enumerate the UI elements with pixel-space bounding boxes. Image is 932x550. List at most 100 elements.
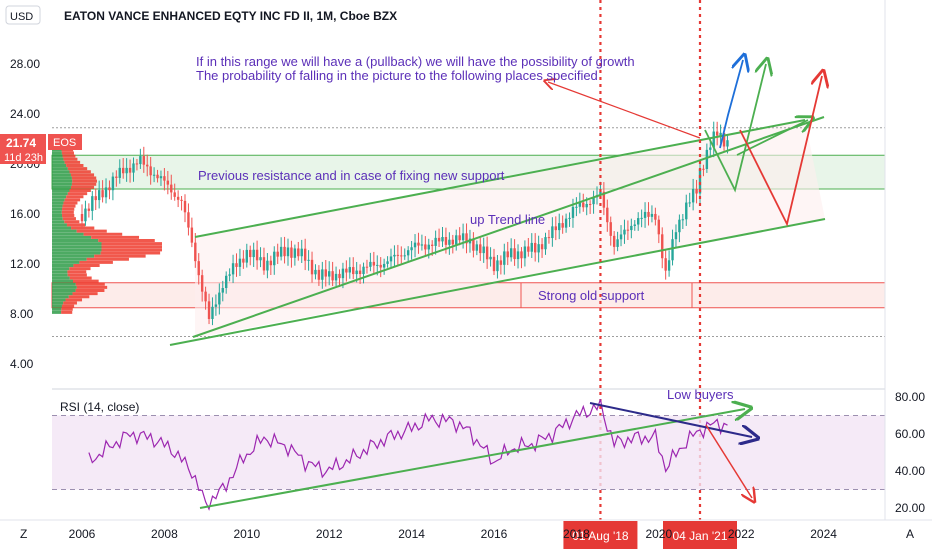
- range-note-line-2: The probability of falling in the pictur…: [196, 68, 598, 83]
- candle-body: [674, 232, 678, 240]
- time-tick-label: 2014: [398, 527, 425, 541]
- candle-body: [667, 260, 671, 271]
- trend-lines: [169, 116, 826, 346]
- volume-profile-bar: [52, 270, 68, 274]
- candle-body: [104, 187, 108, 198]
- candle-body: [283, 246, 286, 257]
- candle-body: [173, 192, 176, 197]
- candle-body: [200, 275, 204, 292]
- candle-body: [152, 174, 156, 176]
- volume-profile-bar: [52, 198, 65, 202]
- candle-body: [166, 180, 170, 185]
- candle-body: [146, 164, 149, 167]
- candle-body: [523, 246, 527, 259]
- candle-body: [722, 132, 726, 147]
- candle-body: [132, 163, 135, 173]
- channel-fill: [195, 120, 825, 338]
- candle-body: [207, 301, 211, 319]
- volume-profile-bar: [66, 223, 86, 227]
- volume-profile-bar: [67, 270, 87, 274]
- candle-body: [139, 156, 142, 165]
- candle-body: [406, 250, 410, 256]
- auto-scale-icon[interactable]: A: [906, 527, 914, 541]
- candle-body: [709, 147, 712, 150]
- candle-body: [489, 256, 492, 260]
- volume-profile-bar: [52, 304, 62, 308]
- rsi-axis[interactable]: 20.00 40.00 60.00 80.00: [895, 390, 925, 515]
- volume-profile-bar: [52, 207, 63, 211]
- volume-profile-bar: [52, 226, 72, 230]
- candle-body: [91, 196, 94, 211]
- candle-body: [475, 244, 479, 251]
- volume-profile-bar: [71, 176, 97, 180]
- volume-profile-bar: [69, 189, 91, 192]
- volume-profile-bar: [61, 304, 75, 308]
- volume-profile-bar: [52, 295, 69, 299]
- candle-body: [619, 234, 623, 240]
- volume-profile-bar: [91, 235, 140, 239]
- price-badge: 21.74 11d 23h EOS: [0, 134, 82, 164]
- volume-profile-bar: [76, 285, 108, 289]
- candle-body: [97, 190, 101, 201]
- volume-profile-bar: [52, 154, 63, 158]
- candle-body: [300, 248, 303, 257]
- volume-profile-bar: [79, 260, 113, 264]
- candle-body: [259, 257, 262, 261]
- log-scale-icon[interactable]: Z: [20, 527, 27, 541]
- candle-body: [221, 288, 224, 293]
- volume-profile-bar: [69, 170, 91, 174]
- date-markers: 01 Aug '18 04 Jan '21: [563, 0, 737, 549]
- currency-label[interactable]: USD: [10, 11, 33, 23]
- volume-profile-bar: [69, 267, 91, 271]
- volume-profile-bar: [72, 292, 98, 296]
- volume-profile-bar: [52, 282, 76, 286]
- candle-body: [513, 248, 516, 260]
- candle-body: [417, 242, 420, 246]
- candle-body: [420, 244, 424, 246]
- candle-body: [485, 246, 489, 260]
- header: USD EATON VANCE ENHANCED EQTY INC FD II,…: [5, 5, 397, 25]
- candle-body: [159, 176, 163, 179]
- candle-body: [637, 218, 640, 225]
- candle-body: [345, 268, 348, 273]
- volume-profile-bar: [66, 164, 84, 167]
- candle-body: [183, 200, 187, 213]
- candle-body: [176, 196, 180, 200]
- volume-profile-bar: [75, 282, 105, 286]
- volume-profile-bar: [61, 310, 73, 314]
- volume-profile-bar: [52, 267, 70, 271]
- candle-body: [235, 263, 238, 267]
- volume-profile-bar: [61, 307, 73, 311]
- candle-body: [606, 207, 609, 223]
- volume-profile-bar: [52, 235, 92, 239]
- candle-body: [115, 176, 118, 178]
- volume-profile-bar: [52, 251, 101, 255]
- candle-body: [231, 263, 235, 275]
- volume-profile-bar: [52, 185, 71, 189]
- volume-profile-bar: [52, 157, 64, 161]
- trend-note: up Trend line: [470, 212, 545, 227]
- volume-profile-bar: [52, 310, 62, 314]
- time-axis[interactable]: 2006 2008 2010 2012 2014 2016 2018 2020 2022 2024: [0, 519, 932, 541]
- volume-profile-bar: [52, 276, 70, 280]
- candle-body: [599, 191, 602, 196]
- candle-body: [149, 166, 152, 176]
- candle-body: [372, 261, 376, 266]
- candles-layer: [80, 121, 729, 326]
- candle-body: [455, 235, 458, 245]
- volume-profile-bar: [67, 167, 88, 171]
- candle-body: [719, 132, 722, 136]
- candle-body: [715, 131, 719, 136]
- candle-body: [461, 233, 465, 241]
- candle-body: [297, 248, 300, 257]
- volume-profile-bar: [52, 298, 66, 302]
- volume-profile-bar: [52, 220, 65, 224]
- candle-body: [238, 258, 242, 267]
- candle-body: [135, 163, 139, 165]
- candle-body: [334, 273, 338, 281]
- candle-body: [303, 248, 307, 261]
- candle-body: [509, 248, 513, 258]
